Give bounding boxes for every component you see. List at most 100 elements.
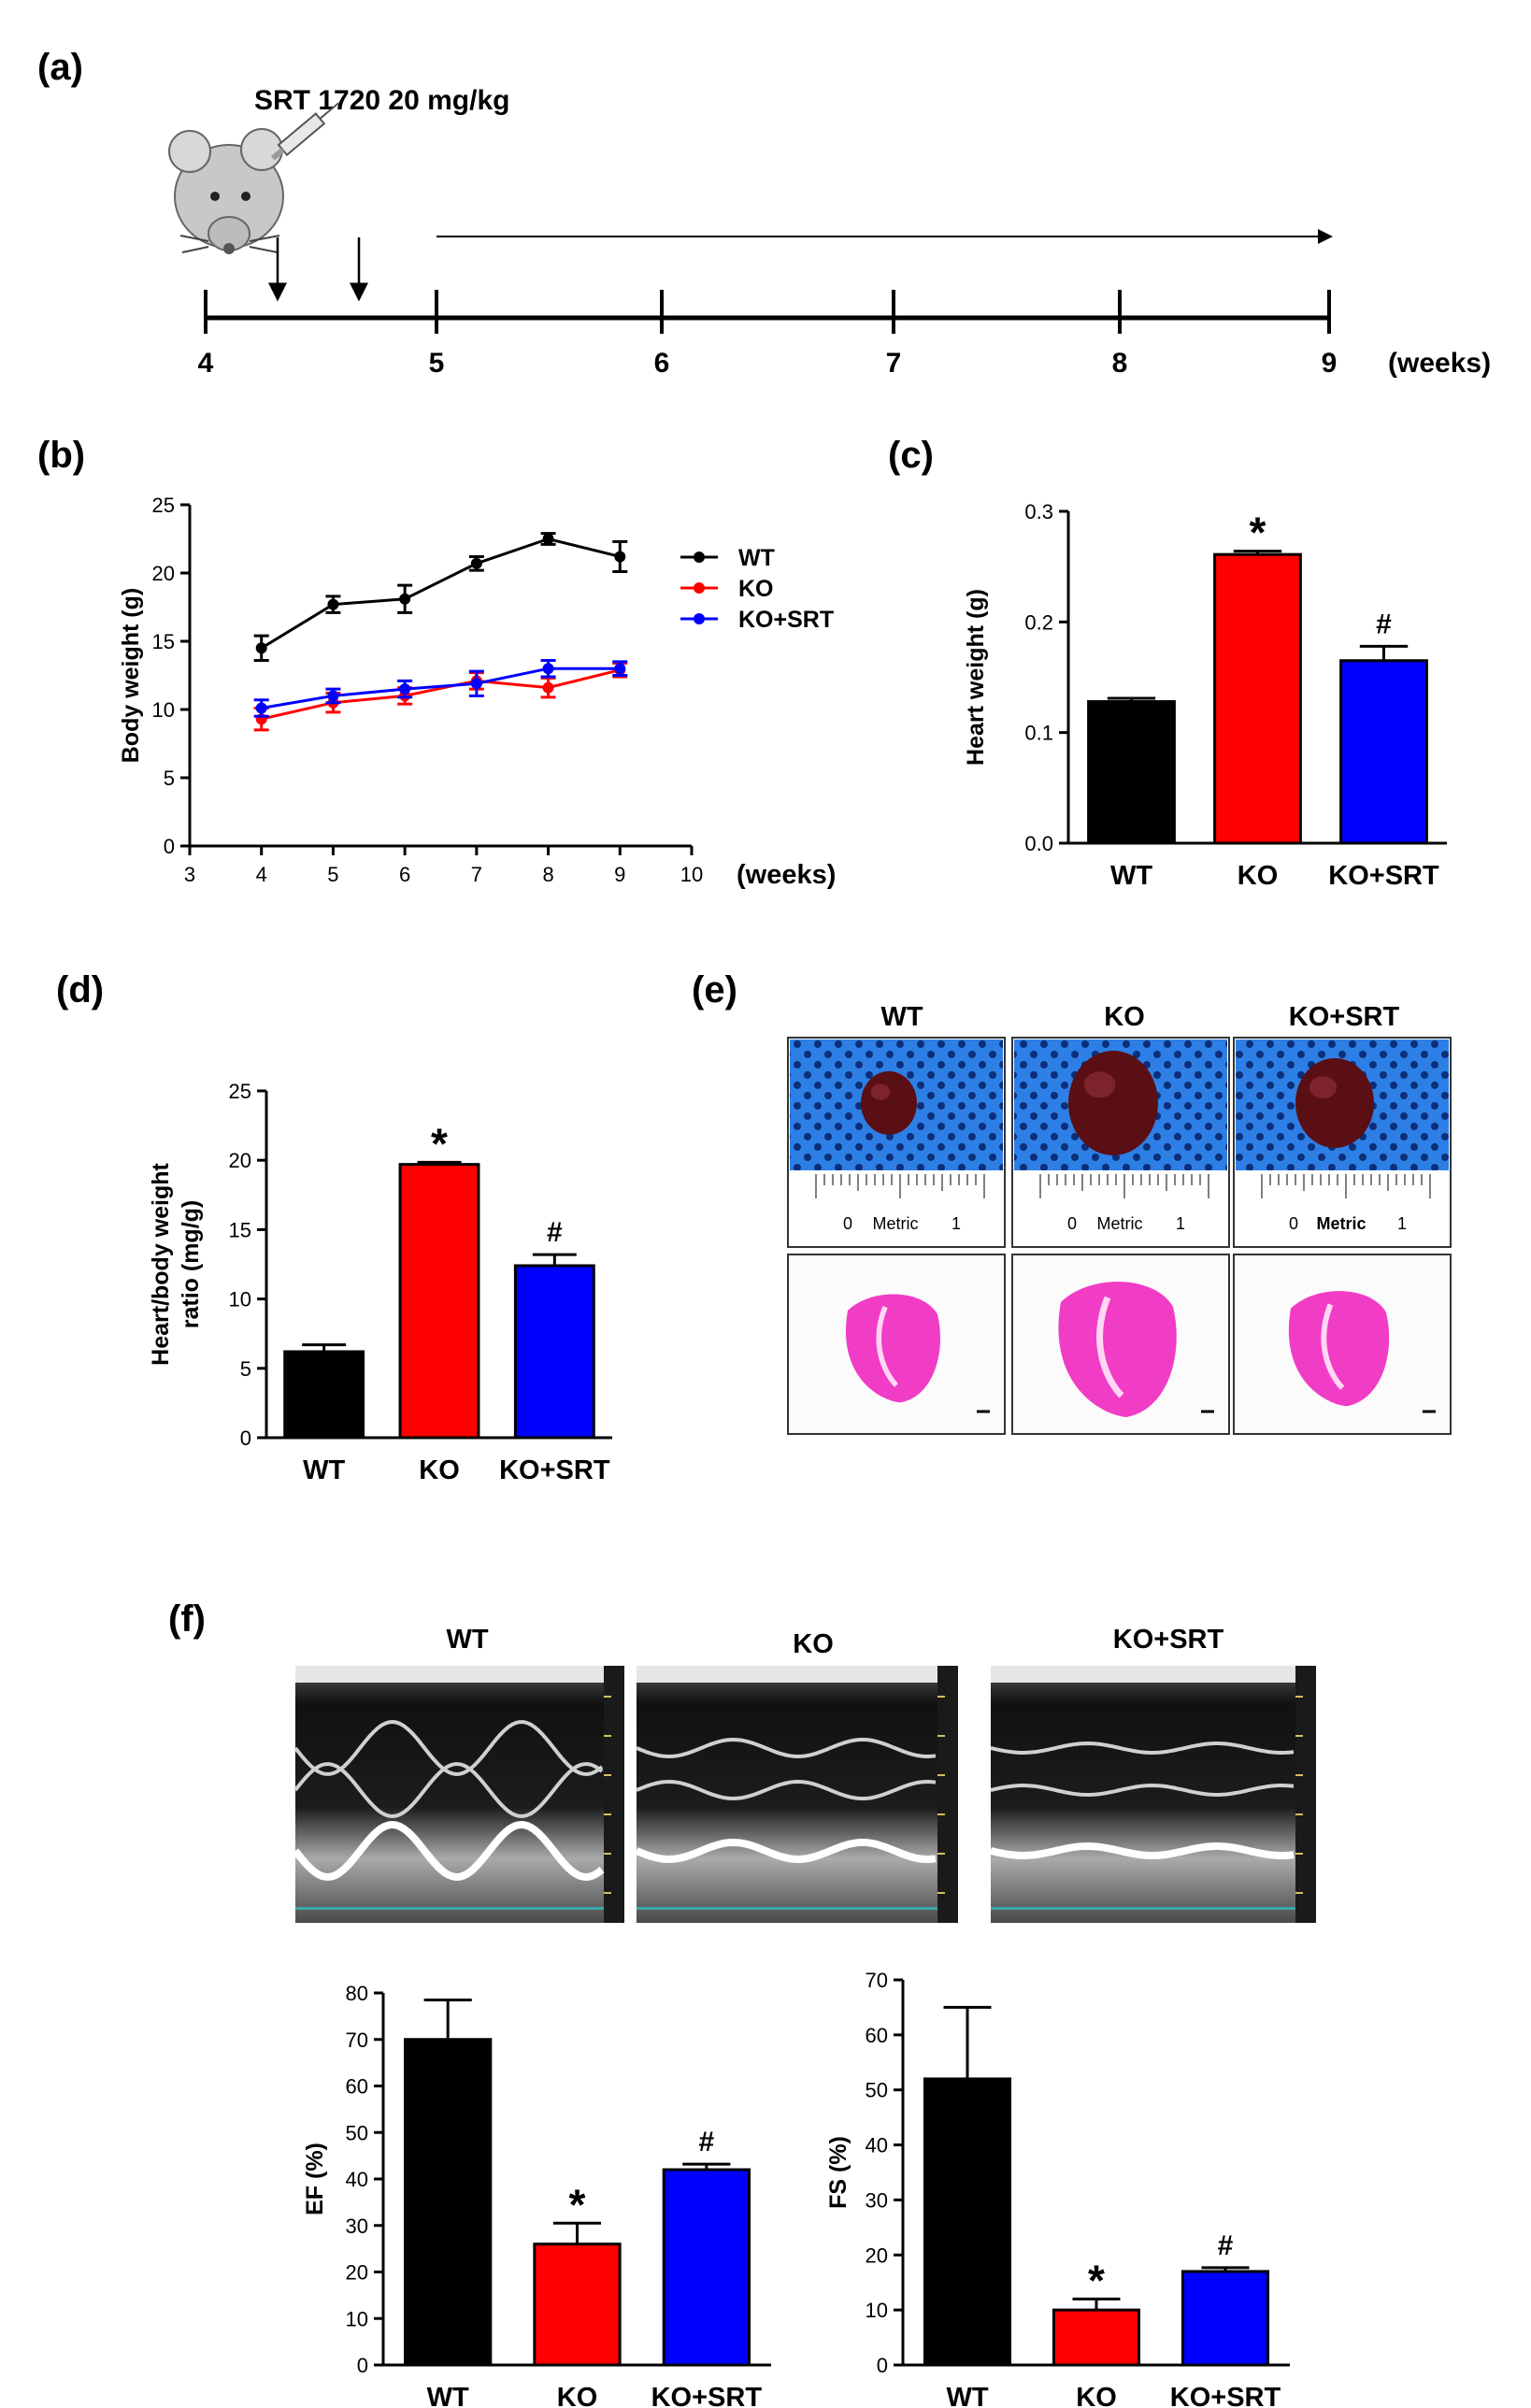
category-label: KO — [1238, 861, 1279, 891]
y-tick-label: 5 — [240, 1357, 251, 1381]
y-tick-label: 30 — [346, 2214, 368, 2238]
data-point — [255, 642, 267, 654]
heart-section — [1058, 1282, 1177, 1417]
y-tick-label: 60 — [346, 2075, 368, 2099]
y-tick-label: 10 — [866, 2299, 888, 2322]
heart-photo: 0 Metric 1 — [1011, 1037, 1230, 1248]
ruler-zero-label: 0 — [843, 1214, 852, 1233]
heart-section — [845, 1294, 940, 1403]
category-label: KO — [1076, 2383, 1117, 2408]
y-tick-label: 70 — [866, 1969, 888, 1992]
y-tick-label: 25 — [229, 1080, 251, 1103]
panel-label-e: (e) — [692, 969, 737, 1010]
ventricle-lumen — [1096, 1296, 1124, 1398]
legend-label: KO — [738, 576, 774, 602]
heart-photo: 0 Metric 1 — [787, 1037, 1006, 1248]
wall-trace — [990, 1783, 1295, 1798]
heart-photo-row: 0 Metric 1 0 Metric 1 0 Metric 1 — [787, 1037, 1452, 1248]
panel-label-c: (c) — [888, 435, 934, 476]
echo-ecg-line — [991, 1907, 1295, 1910]
category-label: KO+SRT — [651, 2383, 763, 2408]
legend-marker — [694, 613, 705, 624]
legend-label: KO+SRT — [738, 607, 834, 633]
bar-wt — [404, 2038, 493, 2367]
series-line — [261, 668, 621, 721]
echo-title-wt: WT — [446, 1625, 488, 1655]
y-tick-label: 15 — [229, 1218, 251, 1241]
heart-specimen — [861, 1071, 917, 1135]
wall-trace — [990, 1741, 1295, 1756]
data-point — [470, 678, 482, 690]
x-tick-label: 8 — [542, 863, 553, 886]
x-tick-label: 7 — [471, 863, 482, 886]
echo-depth-scale — [1295, 1666, 1316, 1923]
wall-trace — [635, 1838, 937, 1864]
bar-ko — [1052, 2308, 1141, 2367]
y-axis-label: Body weight (g) — [118, 588, 144, 763]
y-tick-label: 0 — [240, 1426, 251, 1450]
timeline-tick-label: 7 — [886, 348, 902, 379]
timeline-tick-label: 8 — [1112, 348, 1128, 379]
histology-image — [787, 1254, 1006, 1435]
echo-top-band — [637, 1666, 958, 1683]
x-tick-label: 3 — [184, 863, 195, 886]
significance-hash: # — [547, 1217, 563, 1248]
category-label: KO+SRT — [499, 1455, 610, 1485]
category-label: WT — [427, 2383, 469, 2408]
significance-hash: # — [1376, 609, 1392, 639]
x-tick-label: 5 — [327, 863, 338, 886]
x-axis-label: (weeks) — [737, 860, 836, 890]
mouse-icon — [168, 128, 284, 254]
ruler-zero-label: 0 — [1067, 1214, 1077, 1233]
panel-label-b: (b) — [37, 435, 85, 476]
category-label: KO+SRT — [1328, 861, 1439, 891]
y-tick-label: 0.1 — [1024, 722, 1053, 745]
y-tick-label: 0 — [164, 835, 175, 858]
heart-photo: 0 Metric 1 — [1233, 1037, 1452, 1248]
ruler-metric-label: Metric — [1097, 1214, 1143, 1233]
ruler-zero-label: 0 — [1289, 1214, 1298, 1233]
y-axis-label: EF (%) — [302, 2143, 328, 2215]
data-point — [614, 663, 626, 675]
y-tick-label: 30 — [866, 2188, 888, 2212]
chart-fs: 0 10 20 30 40 50 60 70 WT KO * KO+SRT # FS (%) — [825, 1969, 1290, 2408]
heart-section — [1288, 1291, 1390, 1407]
heart-highlight — [1083, 1071, 1116, 1098]
photo-title-ko-srt: KO+SRT — [1289, 1002, 1400, 1032]
ventricle-lumen — [876, 1305, 899, 1387]
data-point — [542, 533, 554, 545]
wall-trace — [636, 1737, 937, 1759]
echo-background — [637, 1666, 958, 1923]
timeline-tick-label: 4 — [198, 348, 214, 379]
x-tick-label: 4 — [256, 863, 267, 886]
bar-ko-srt — [1180, 2270, 1270, 2367]
ventricle-lumen — [1321, 1303, 1345, 1390]
panel-e: WT KO KO+SRT 0 Metric 1 0 Metric 1 0 Metric 1 — [787, 1002, 1452, 1435]
ruler-one-label: 1 — [1176, 1214, 1185, 1233]
chart-heart-weight: 0.0 0.1 0.2 0.3 WT KO * KO+SRT # Heart weight (g) — [963, 500, 1447, 891]
data-point — [614, 551, 626, 563]
y-tick-label: 70 — [346, 2028, 368, 2052]
legend-label: WT — [738, 545, 775, 571]
data-point — [327, 598, 339, 610]
chart-body-weight: 0 5 10 15 20 25 3 4 5 6 7 8 9 10 (weeks) Body weight (g… — [118, 494, 836, 890]
data-point — [542, 663, 554, 675]
significance-star: * — [569, 2180, 586, 2229]
histology-image — [1011, 1254, 1230, 1435]
category-label: KO — [419, 1455, 460, 1485]
y-axis-label: FS (%) — [825, 2136, 851, 2209]
timeline-ticks: 4 5 6 7 8 9 — [198, 290, 1337, 379]
echo-depth-scale — [604, 1666, 624, 1923]
echo-title-ko-srt: KO+SRT — [1113, 1625, 1224, 1655]
echo-image — [635, 1666, 958, 1923]
panel-label-f: (f) — [168, 1598, 206, 1640]
data-point — [399, 593, 411, 605]
photo-title-wt: WT — [880, 1002, 923, 1032]
echo-top-band — [295, 1666, 624, 1683]
y-tick-label: 40 — [866, 2134, 888, 2157]
y-tick-label: 0.3 — [1024, 500, 1053, 523]
series-line — [261, 666, 621, 710]
y-tick-label: 60 — [866, 2024, 888, 2047]
heart-highlight — [870, 1083, 891, 1100]
x-tick-label: 6 — [399, 863, 410, 886]
